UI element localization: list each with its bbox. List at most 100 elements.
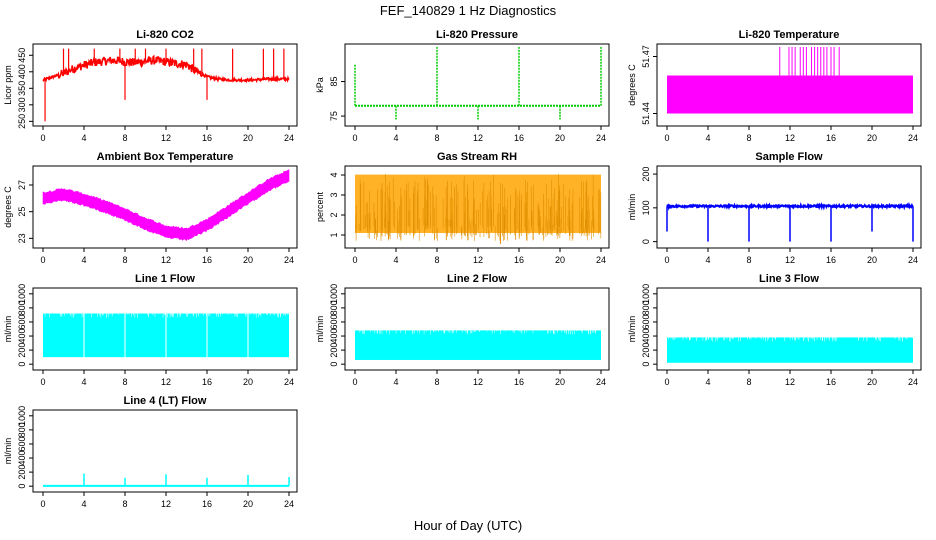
plot-frame	[656, 43, 922, 127]
chart-panel-4: Ambient Box Temperature degrees C 0 4 8 12 16 2…	[3, 151, 298, 265]
y-tick-label: 25	[17, 207, 27, 217]
series-band	[355, 174, 601, 233]
x-tick-label: 24	[284, 499, 294, 509]
plot-frame	[656, 287, 922, 371]
y-tick-label: 600	[17, 314, 27, 329]
y-tick-label: 800	[641, 300, 651, 315]
x-tick-label: 0	[352, 255, 357, 265]
x-tick-label: 8	[434, 133, 439, 143]
y-tick-label: 100	[641, 200, 651, 215]
x-tick-label: 0	[352, 133, 357, 143]
x-tick-label: 24	[908, 255, 918, 265]
x-tick-label: 20	[555, 377, 565, 387]
x-tick-label: 8	[746, 255, 751, 265]
x-tick-label: 8	[122, 255, 127, 265]
series-area	[667, 75, 913, 114]
x-axis-caption: Hour of Day (UTC)	[413, 518, 523, 533]
y-tick-label: 0	[329, 362, 339, 367]
y-tick-label: 800	[17, 422, 27, 437]
y-tick-label: 1000	[641, 284, 651, 304]
y-tick-label: 85	[329, 77, 339, 87]
x-tick-label: 16	[202, 377, 212, 387]
y-tick-label: 1000	[17, 284, 27, 304]
y-tick-label: 400	[17, 64, 27, 79]
plot-frame	[344, 287, 610, 371]
x-tick-label: 4	[705, 255, 710, 265]
x-tick-label: 20	[243, 255, 253, 265]
x-tick-label: 24	[284, 133, 294, 143]
x-tick-label: 12	[161, 133, 171, 143]
chart-title: Sample Flow	[755, 151, 823, 163]
y-tick-label: 1000	[17, 406, 27, 426]
x-tick-label: 0	[40, 499, 45, 509]
y-tick-label: 0	[641, 362, 651, 367]
x-tick-label: 20	[243, 499, 253, 509]
y-tick-label: 0	[641, 239, 651, 244]
x-tick-label: 0	[40, 377, 45, 387]
plot-frame	[656, 165, 922, 249]
x-tick-label: 0	[664, 133, 669, 143]
plot-frame	[32, 287, 298, 371]
y-tick-label: 400	[641, 329, 651, 344]
x-tick-label: 16	[514, 255, 524, 265]
x-tick-label: 24	[908, 133, 918, 143]
plot-frame	[32, 43, 298, 127]
plot-frame	[32, 165, 298, 249]
x-tick-label: 16	[202, 133, 212, 143]
y-tick-label: 1	[329, 232, 339, 237]
x-tick-label: 20	[555, 255, 565, 265]
series-line	[666, 201, 914, 211]
chart-panel-8: Line 2 Flow ml/min 0 4 8 12 16 20 24 0 20040060080…	[315, 273, 610, 387]
chart-panel-7: Line 1 Flow ml/min 0 4 8 12 16 20 24 0 20040060080…	[3, 273, 298, 387]
y-tick-label: 600	[641, 314, 651, 329]
y-axis-label: ml/min	[627, 316, 637, 343]
y-tick-label: 350	[17, 81, 27, 96]
x-tick-label: 24	[284, 377, 294, 387]
x-tick-label: 16	[202, 255, 212, 265]
plot-frame	[344, 165, 610, 249]
x-tick-label: 8	[746, 133, 751, 143]
y-tick-label: 200	[17, 465, 27, 480]
x-tick-label: 12	[161, 255, 171, 265]
x-tick-label: 16	[514, 133, 524, 143]
x-tick-label: 4	[81, 255, 86, 265]
y-tick-label: 3	[329, 192, 339, 197]
figure-title: FEF_140829 1 Hz Diagnostics	[379, 3, 557, 18]
chart-title: Li-820 Temperature	[739, 29, 840, 41]
x-tick-label: 12	[785, 255, 795, 265]
x-tick-label: 16	[826, 133, 836, 143]
chart-title: Li-820 Pressure	[436, 29, 518, 41]
x-tick-label: 8	[434, 377, 439, 387]
plot-frame	[344, 43, 610, 127]
chart-title: Li-820 CO2	[136, 29, 193, 41]
y-axis-label: Licor ppm	[3, 65, 13, 105]
y-tick-label: 1000	[329, 284, 339, 304]
chart-title: Line 4 (LT) Flow	[124, 395, 207, 407]
x-tick-label: 0	[40, 133, 45, 143]
x-tick-label: 0	[664, 255, 669, 265]
x-tick-label: 20	[243, 133, 253, 143]
x-tick-label: 24	[596, 377, 606, 387]
y-axis-label: percent	[315, 191, 325, 222]
series-band	[667, 337, 913, 363]
y-axis-label: degrees C	[3, 186, 13, 228]
x-tick-label: 4	[81, 133, 86, 143]
x-tick-label: 8	[434, 255, 439, 265]
chart-title: Line 1 Flow	[135, 273, 195, 285]
x-tick-label: 12	[473, 377, 483, 387]
y-tick-label: 4	[329, 172, 339, 177]
y-tick-label: 0	[17, 362, 27, 367]
x-tick-label: 24	[284, 255, 294, 265]
x-tick-label: 16	[826, 377, 836, 387]
x-tick-label: 4	[393, 133, 398, 143]
x-tick-label: 8	[746, 377, 751, 387]
chart-panel-10: Line 4 (LT) Flow ml/min 0 4 8 12 16 20 24 0 200400…	[3, 395, 298, 509]
chart-title: Line 2 Flow	[447, 273, 507, 285]
x-tick-label: 20	[867, 377, 877, 387]
x-tick-label: 0	[352, 377, 357, 387]
chart-panel-9: Line 3 Flow ml/min 0 4 8 12 16 20 24 0 20040060080…	[627, 273, 922, 387]
y-tick-label: 200	[641, 343, 651, 358]
x-tick-label: 20	[867, 133, 877, 143]
